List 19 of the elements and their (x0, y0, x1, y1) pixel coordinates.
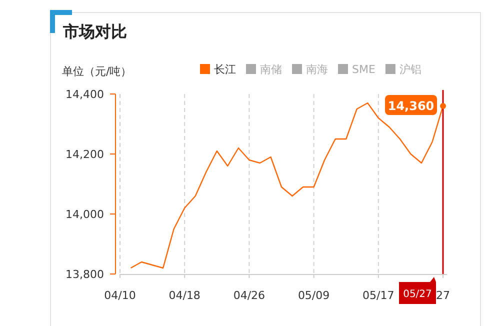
legend-label: 南储 (260, 63, 282, 76)
y-tick-label: 14,400 (66, 88, 104, 101)
x-tick-label: 05/17 (362, 289, 394, 302)
legend-label: 南海 (306, 63, 328, 76)
y-tick-label: 13,800 (66, 268, 104, 281)
x-tick-label: 27 (436, 289, 450, 302)
x-tick-label: 04/26 (233, 289, 266, 302)
x-tick-label: 05/09 (298, 289, 330, 302)
legend-label: SME (352, 63, 376, 76)
x-tick-label: 04/18 (168, 289, 200, 302)
chart-title: 市场对比 (62, 22, 127, 41)
x-tick-label: 04/10 (104, 289, 136, 302)
text: 05/27 (403, 289, 432, 300)
legend-label: 长江 (214, 63, 236, 76)
y-tick-label: 14,000 (66, 208, 104, 221)
y-axis-title: 单位（元/吨） (62, 65, 132, 78)
annotation: 14,360 (388, 99, 434, 113)
y-tick-label: 14,200 (66, 148, 104, 161)
legend-label: 沪铝 (399, 63, 422, 76)
